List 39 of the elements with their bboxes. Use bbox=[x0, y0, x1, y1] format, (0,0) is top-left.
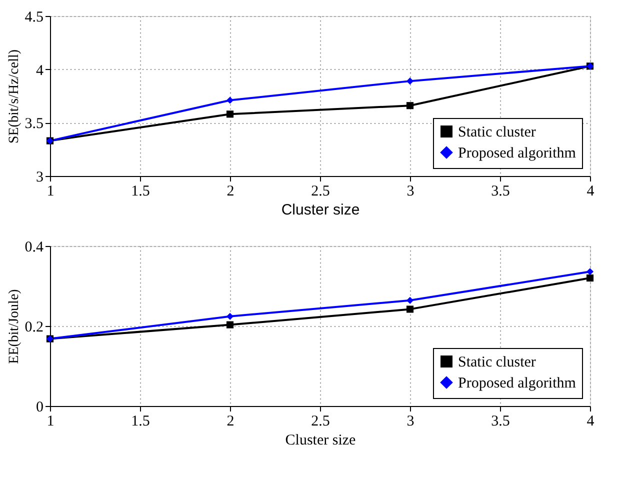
x-tick-label: 3 bbox=[406, 184, 414, 200]
x-tick-label: 2 bbox=[226, 414, 234, 430]
point bbox=[586, 268, 594, 276]
x-tick-label: 3.5 bbox=[491, 184, 510, 200]
x-tick-label: 4 bbox=[586, 184, 595, 200]
x-tick-label: 1.5 bbox=[131, 184, 150, 200]
y-tick-label: 4.5 bbox=[24, 10, 44, 26]
legend-label: Proposed algorithm bbox=[458, 146, 576, 162]
y-tick-label: 3 bbox=[36, 170, 44, 186]
y-tick-label: 3.5 bbox=[24, 116, 44, 132]
x-tick-label: 2.5 bbox=[311, 184, 330, 200]
x-tick-label: 2 bbox=[226, 184, 234, 200]
x-axis-title: Cluster size bbox=[281, 202, 360, 218]
point bbox=[586, 274, 594, 282]
point bbox=[406, 306, 414, 313]
point bbox=[406, 296, 414, 304]
x-tick-label: 4 bbox=[586, 414, 595, 430]
point bbox=[226, 312, 234, 320]
x-tick-label: 1 bbox=[46, 184, 54, 200]
y-tick-label: 4 bbox=[36, 62, 44, 79]
legend-label: Static cluster bbox=[458, 354, 536, 370]
y-tick-label: 0.4 bbox=[24, 240, 44, 256]
x-tick-label: 2.5 bbox=[311, 414, 330, 430]
y-axis-title: EE(bit/Joule) bbox=[6, 288, 22, 364]
point bbox=[226, 96, 234, 104]
x-tick-label: 1 bbox=[46, 414, 54, 430]
point bbox=[406, 78, 414, 85]
x-tick-label: 3.5 bbox=[491, 414, 510, 430]
x-tick-label: 3 bbox=[406, 414, 414, 430]
point bbox=[406, 102, 414, 110]
x-tick-label: 1.5 bbox=[131, 414, 150, 430]
y-tick-label: 0.2 bbox=[24, 320, 44, 336]
legend-label: Proposed algorithm bbox=[458, 376, 576, 392]
y-tick-label: 0 bbox=[36, 400, 44, 416]
x-axis-title: Cluster size bbox=[285, 432, 356, 448]
point bbox=[226, 110, 234, 118]
point bbox=[226, 321, 234, 328]
y-axis-title: SE(bit/s/Hz/cell) bbox=[6, 49, 22, 144]
legend-label: Static cluster bbox=[458, 124, 536, 140]
